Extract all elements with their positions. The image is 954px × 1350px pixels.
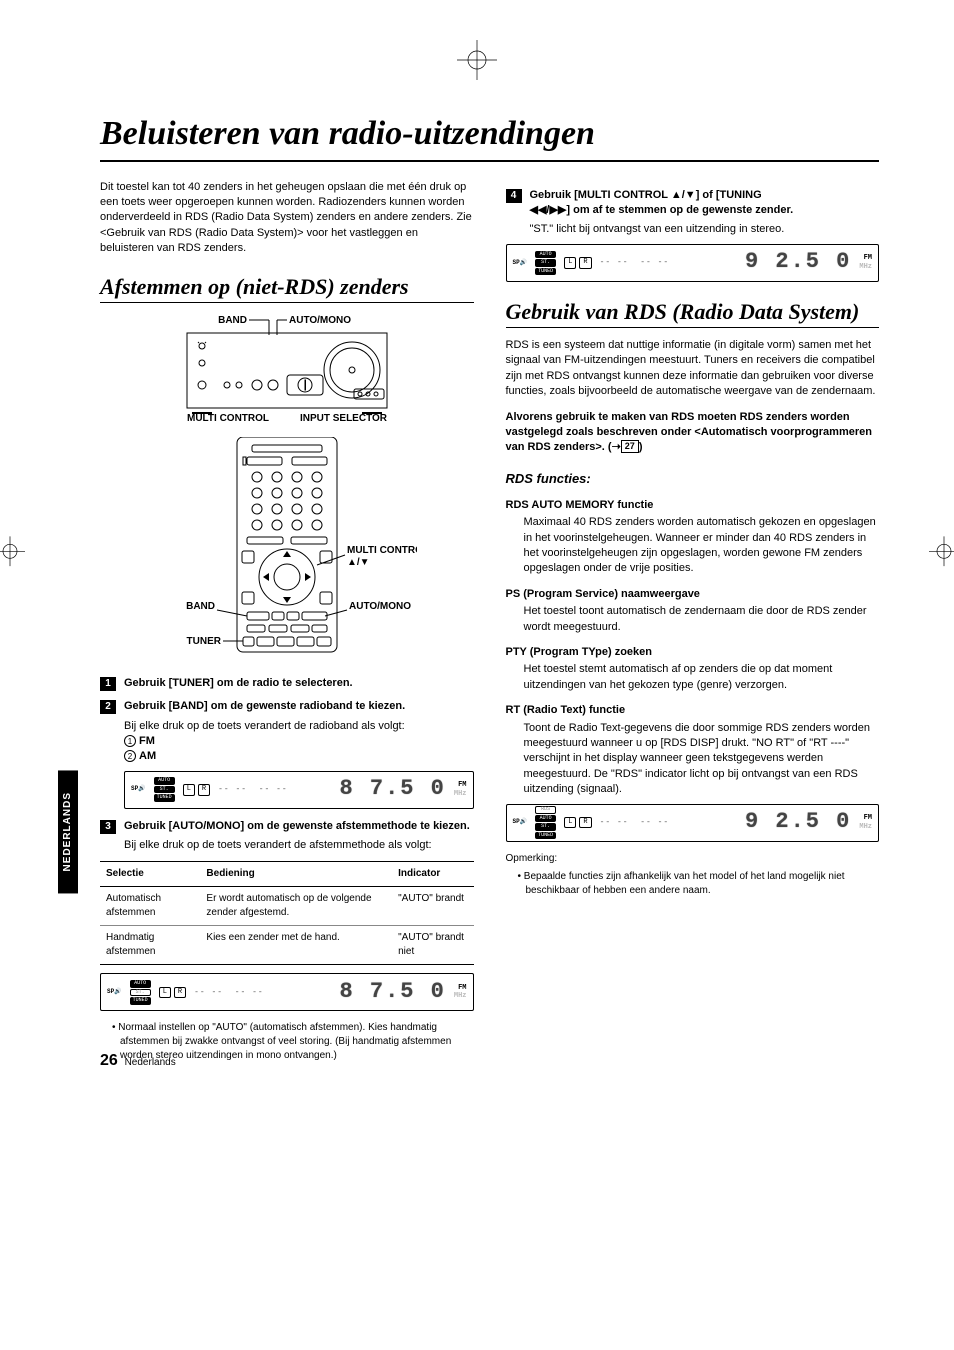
- page-language: Nederlands: [125, 1057, 176, 1068]
- option-circle: 2: [124, 750, 136, 762]
- lcd-display-2: SP🔊 AUTOST.TUNED LR -- -- -- -- 8 7.5 0 …: [100, 973, 474, 1011]
- remark-item: Bepaalde functies zijn afhankelijk van h…: [518, 870, 880, 898]
- svg-text:MULTI CONTROL: MULTI CONTROL: [187, 413, 269, 423]
- table-header: Selectie: [100, 862, 200, 887]
- lcd-display-4: SP🔊 RDSAUTOST.TUNED LR -- -- -- -- 9 2.5…: [506, 804, 880, 842]
- svg-text:BAND: BAND: [186, 601, 215, 612]
- lcd-display-3: SP🔊 AUTOST.TUNED LR -- -- -- -- 9 2.5 0 …: [506, 244, 880, 282]
- svg-text:INPUT SELECTOR: INPUT SELECTOR: [300, 413, 388, 423]
- right-column: 4 Gebruik [MULTI CONTROL ▲/▼] of [TUNING…: [506, 180, 880, 1068]
- rds-intro: RDS is een systeem dat nuttige informati…: [506, 338, 880, 400]
- svg-text:MULTI CONTROL: MULTI CONTROL: [347, 545, 417, 556]
- step-title: Gebruik [MULTI CONTROL ▲/▼] of [TUNING ◀…: [530, 188, 794, 219]
- step-number: 4: [506, 189, 522, 203]
- step-number: 3: [100, 820, 116, 834]
- page-ref: 27: [621, 440, 639, 453]
- left-column: Dit toestel kan tot 40 zenders in het ge…: [100, 180, 474, 1068]
- func-heading: PTY (Program TYpe) zoeken: [506, 645, 880, 660]
- lcd-display-1: SP🔊 AUTOST.TUNED LR -- -- -- -- 8 7.5 0 …: [124, 771, 474, 809]
- table-row: Automatisch afstemmen Er wordt automatis…: [100, 887, 474, 926]
- language-tab: NEDERLANDS: [58, 770, 78, 893]
- crop-mark-right: [929, 536, 954, 571]
- func-body: Toont de Radio Text-gegevens die door so…: [524, 721, 880, 798]
- page-number: 26: [100, 1052, 118, 1069]
- func-heading: PS (Program Service) naamweergave: [506, 587, 880, 602]
- step-body: Bij elke druk op de toets verandert de a…: [124, 838, 474, 853]
- step-body: Bij elke druk op de toets verandert de r…: [124, 719, 474, 765]
- rds-functions-heading: RDS functies:: [506, 470, 880, 488]
- step-1: 1 Gebruik [TUNER] om de radio te selecte…: [100, 676, 474, 691]
- remark-list: Bepaalde functies zijn afhankelijk van h…: [518, 870, 880, 898]
- table-row: Handmatig afstemmen Kies een zender met …: [100, 926, 474, 965]
- remark-label: Opmerking:: [506, 852, 880, 866]
- svg-text:AUTO/MONO: AUTO/MONO: [349, 601, 411, 612]
- step-4: 4 Gebruik [MULTI CONTROL ▲/▼] of [TUNING…: [506, 188, 880, 219]
- remote-diagram: MULTI CONTROL ▲/▼ BAND AUTO/MONO TUNER: [100, 437, 474, 662]
- svg-text:▲/▼: ▲/▼: [347, 557, 370, 568]
- option-circle: 1: [124, 735, 136, 747]
- svg-text:TUNER: TUNER: [186, 636, 221, 647]
- func-heading: RT (Radio Text) functie: [506, 703, 880, 718]
- step-title: Gebruik [TUNER] om de radio te selectere…: [124, 676, 353, 691]
- step-title: Gebruik [BAND] om de gewenste radioband …: [124, 699, 405, 714]
- intro-paragraph: Dit toestel kan tot 40 zenders in het ge…: [100, 180, 474, 257]
- step-2: 2 Gebruik [BAND] om de gewenste radioban…: [100, 699, 474, 714]
- section-title-left: Afstemmen op (niet-RDS) zenders: [100, 275, 474, 303]
- step-number: 2: [100, 700, 116, 714]
- step-3: 3 Gebruik [AUTO/MONO] om de gewenste afs…: [100, 819, 474, 834]
- func-heading: RDS AUTO MEMORY functie: [506, 498, 880, 513]
- func-body: Maximaal 40 RDS zenders worden automatis…: [524, 515, 880, 577]
- func-body: Het toestel stemt automatisch af op zend…: [524, 662, 880, 693]
- func-body: Het toestel toont automatisch de zendern…: [524, 604, 880, 635]
- svg-text:AUTO/MONO: AUTO/MONO: [289, 315, 351, 326]
- crop-mark-top: [457, 40, 497, 85]
- step-number: 1: [100, 677, 116, 691]
- page-footer: 26 Nederlands: [100, 1050, 176, 1072]
- step-title: Gebruik [AUTO/MONO] om de gewenste afste…: [124, 819, 470, 834]
- rds-warning: Alvorens gebruik te maken van RDS moeten…: [506, 410, 880, 456]
- section-title-right: Gebruik van RDS (Radio Data System): [506, 300, 880, 328]
- page-title: Beluisteren van radio-uitzendingen: [100, 110, 879, 162]
- device-front-diagram: BAND AUTO/MONO: [100, 313, 474, 423]
- table-header: Bediening: [200, 862, 392, 887]
- table-header: Indicator: [392, 862, 473, 887]
- step-body: "ST." licht bij ontvangst van een uitzen…: [530, 222, 880, 237]
- svg-text:BAND: BAND: [218, 315, 247, 326]
- crop-mark-left: [0, 536, 25, 571]
- tuning-modes-table: Selectie Bediening Indicator Automatisch…: [100, 861, 474, 965]
